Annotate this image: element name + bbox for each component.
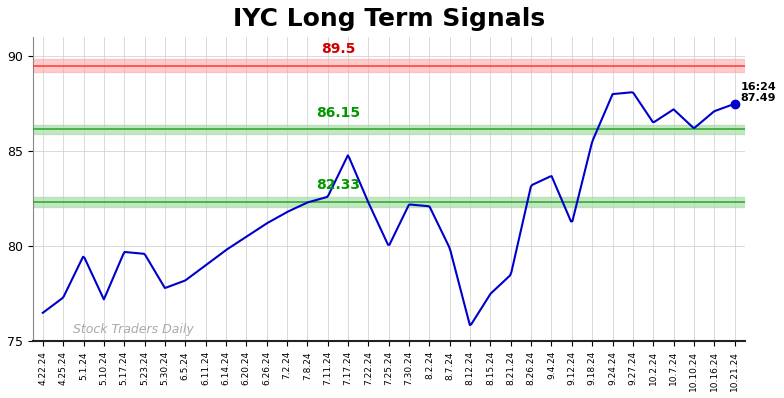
Text: 16:24
87.49: 16:24 87.49 <box>741 82 776 103</box>
Text: 82.33: 82.33 <box>316 178 360 192</box>
Text: Stock Traders Daily: Stock Traders Daily <box>74 323 194 336</box>
Text: 86.15: 86.15 <box>316 106 360 120</box>
Bar <box>33 125 745 134</box>
Title: IYC Long Term Signals: IYC Long Term Signals <box>233 7 545 31</box>
Bar <box>33 197 745 207</box>
Text: 89.5: 89.5 <box>321 42 355 56</box>
Bar <box>33 59 745 72</box>
